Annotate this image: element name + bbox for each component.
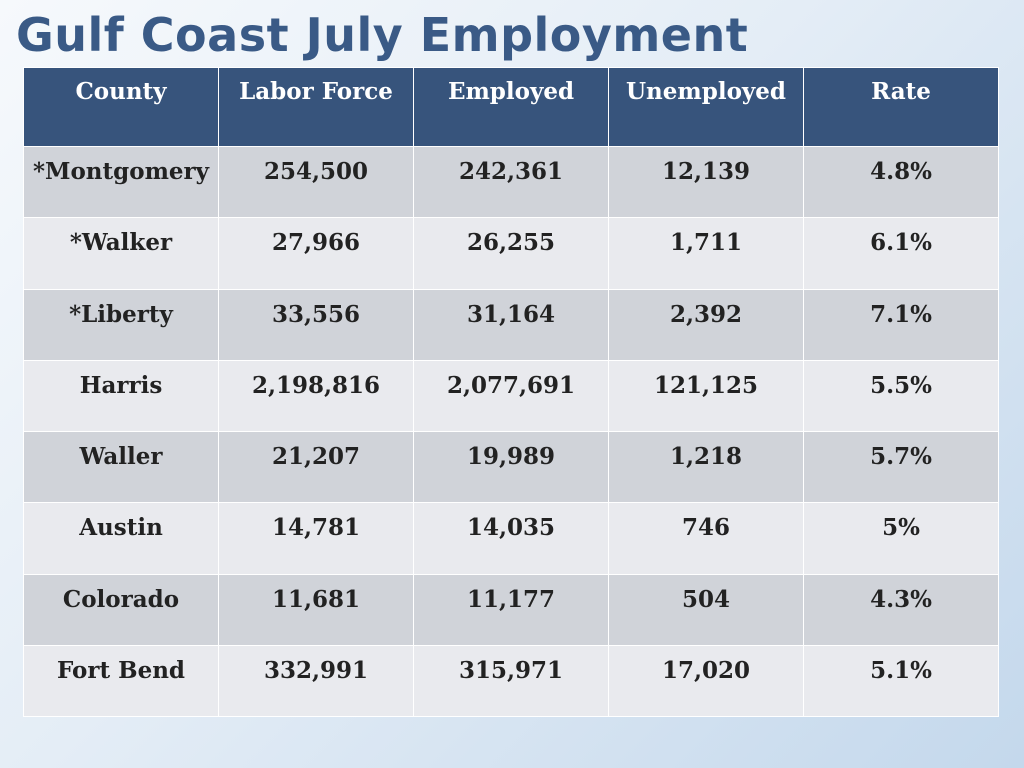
table-row: Colorado 11,681 11,177 504 4.3%	[23, 573, 999, 647]
cell-unemployed: 17,020	[608, 645, 804, 718]
table-row: *Liberty 33,556 31,164 2,392 7.1%	[23, 288, 999, 361]
cell-unemployed: 121,125	[608, 359, 804, 433]
cell-employed: 14,035	[413, 502, 609, 575]
cell-employed: 315,971	[413, 645, 609, 718]
cell-county: Harris	[23, 359, 219, 433]
header-county: County	[23, 67, 219, 147]
header-labor-force: Labor Force	[218, 67, 414, 147]
cell-county: Austin	[23, 502, 219, 575]
cell-unemployed: 1,218	[608, 431, 804, 504]
table-row: Waller 21,207 19,989 1,218 5.7%	[23, 431, 999, 504]
table-row: Austin 14,781 14,035 746 5%	[23, 502, 999, 575]
cell-employed: 31,164	[413, 288, 609, 361]
employment-table: County Labor Force Employed Unemployed R…	[23, 67, 999, 718]
cell-labor-force: 33,556	[218, 288, 414, 361]
table-header-row: County Labor Force Employed Unemployed R…	[23, 67, 999, 147]
cell-unemployed: 12,139	[608, 145, 804, 219]
cell-county: *Walker	[23, 217, 219, 290]
cell-labor-force: 2,198,816	[218, 359, 414, 433]
cell-county: Waller	[23, 431, 219, 504]
cell-county: Colorado	[23, 573, 219, 647]
cell-rate: 4.8%	[803, 145, 999, 219]
cell-rate: 5.1%	[803, 645, 999, 718]
cell-employed: 11,177	[413, 573, 609, 647]
cell-employed: 26,255	[413, 217, 609, 290]
cell-labor-force: 27,966	[218, 217, 414, 290]
cell-unemployed: 1,711	[608, 217, 804, 290]
cell-labor-force: 11,681	[218, 573, 414, 647]
cell-labor-force: 14,781	[218, 502, 414, 575]
cell-rate: 6.1%	[803, 217, 999, 290]
table-row: *Walker 27,966 26,255 1,711 6.1%	[23, 217, 999, 290]
cell-labor-force: 254,500	[218, 145, 414, 219]
cell-rate: 5.7%	[803, 431, 999, 504]
cell-labor-force: 21,207	[218, 431, 414, 504]
cell-unemployed: 504	[608, 573, 804, 647]
table-row: Harris 2,198,816 2,077,691 121,125 5.5%	[23, 359, 999, 433]
table-row: Fort Bend 332,991 315,971 17,020 5.1%	[23, 645, 999, 718]
cell-rate: 5.5%	[803, 359, 999, 433]
header-rate: Rate	[803, 67, 999, 147]
cell-employed: 2,077,691	[413, 359, 609, 433]
cell-employed: 19,989	[413, 431, 609, 504]
cell-county: *Liberty	[23, 288, 219, 361]
cell-labor-force: 332,991	[218, 645, 414, 718]
page-title: Gulf Coast July Employment	[16, 8, 749, 62]
cell-county: Fort Bend	[23, 645, 219, 718]
header-employed: Employed	[413, 67, 609, 147]
cell-rate: 5%	[803, 502, 999, 575]
cell-rate: 4.3%	[803, 573, 999, 647]
cell-employed: 242,361	[413, 145, 609, 219]
cell-unemployed: 746	[608, 502, 804, 575]
header-unemployed: Unemployed	[608, 67, 804, 147]
cell-rate: 7.1%	[803, 288, 999, 361]
table-row: *Montgomery 254,500 242,361 12,139 4.8%	[23, 145, 999, 219]
cell-county: *Montgomery	[23, 145, 219, 219]
cell-unemployed: 2,392	[608, 288, 804, 361]
